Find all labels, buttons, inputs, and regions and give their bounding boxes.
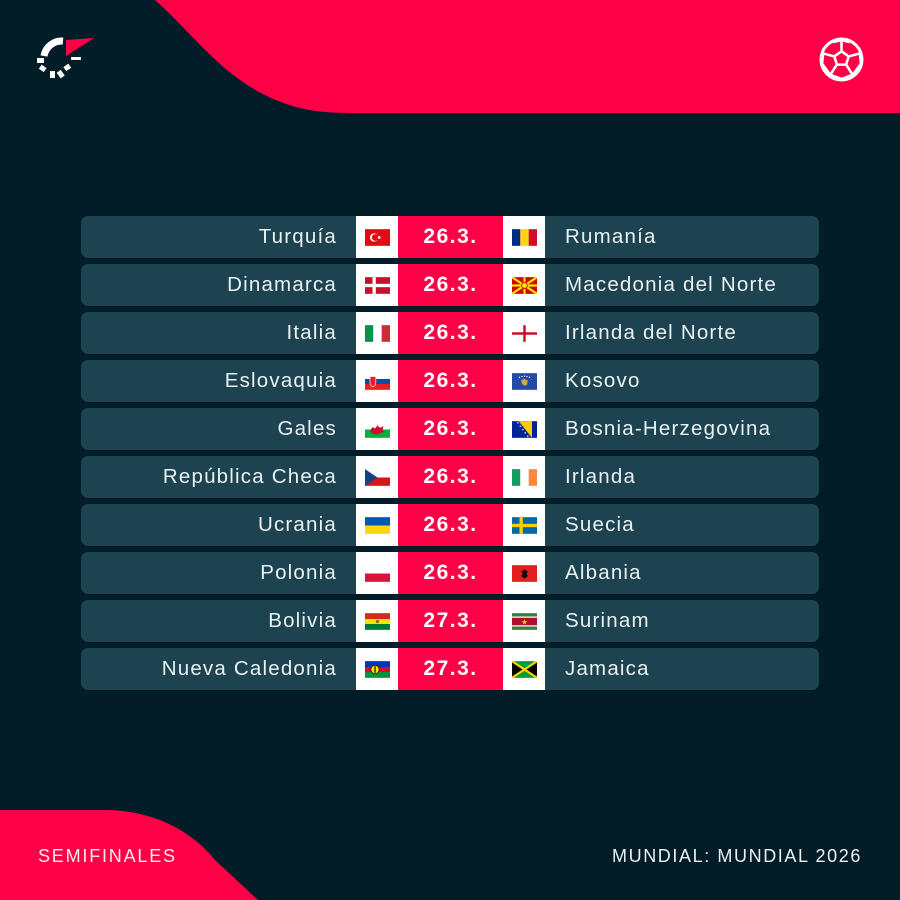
poland-flag-icon xyxy=(364,564,390,582)
turkey-flag-icon xyxy=(364,228,390,246)
match-date: 26.3. xyxy=(398,504,503,546)
match-date: 26.3. xyxy=(398,408,503,450)
away-team: Surinam xyxy=(545,600,819,642)
bosnia-flag-icon xyxy=(511,420,537,438)
match-row[interactable]: Ucrania 26.3. Suecia xyxy=(81,504,819,546)
match-row[interactable]: Eslovaquia 26.3. Kosovo xyxy=(81,360,819,402)
home-team: Bolivia xyxy=(81,600,356,642)
match-row[interactable]: Gales 26.3. Bosnia-Herzegovina xyxy=(81,408,819,450)
stage-label: SEMIFINALES xyxy=(38,846,177,866)
match-row[interactable]: Nueva Caledonia 27.3. Jamaica xyxy=(81,648,819,690)
home-team: Dinamarca xyxy=(81,264,356,306)
away-team: Jamaica xyxy=(545,648,819,690)
match-row[interactable]: República Checa 26.3. Irlanda xyxy=(81,456,819,498)
suriname-flag-icon xyxy=(511,612,537,630)
home-team: Nueva Caledonia xyxy=(81,648,356,690)
north-macedonia-flag-icon xyxy=(511,276,537,294)
kosovo-flag-icon xyxy=(511,372,537,390)
wales-flag-icon xyxy=(364,420,390,438)
away-team: Irlanda xyxy=(545,456,819,498)
albania-flag-icon xyxy=(511,564,537,582)
speedometer-logo-icon xyxy=(37,37,94,79)
northern-ireland-flag-icon xyxy=(511,324,537,342)
match-date: 26.3. xyxy=(398,264,503,306)
home-team: Ucrania xyxy=(81,504,356,546)
ireland-flag-icon xyxy=(511,468,537,486)
match-row[interactable]: Italia 26.3. Irlanda del Norte xyxy=(81,312,819,354)
home-team: Gales xyxy=(81,408,356,450)
match-row[interactable]: Dinamarca 26.3. Macedonia del Norte xyxy=(81,264,819,306)
fixtures-table: Turquía 26.3. Rumanía Dinamarca 26.3. Ma… xyxy=(81,216,819,696)
competition-label: MUNDIAL: MUNDIAL 2026 xyxy=(612,846,862,866)
jamaica-flag-icon xyxy=(511,660,537,678)
czech-flag-icon xyxy=(364,468,390,486)
match-row[interactable]: Bolivia 27.3. Surinam xyxy=(81,600,819,642)
away-team: Rumanía xyxy=(545,216,819,258)
denmark-flag-icon xyxy=(364,276,390,294)
italy-flag-icon xyxy=(364,324,390,342)
match-row[interactable]: Turquía 26.3. Rumanía xyxy=(81,216,819,258)
match-row[interactable]: Polonia 26.3. Albania xyxy=(81,552,819,594)
away-team: Bosnia-Herzegovina xyxy=(545,408,819,450)
away-team: Albania xyxy=(545,552,819,594)
away-team: Macedonia del Norte xyxy=(545,264,819,306)
match-date: 26.3. xyxy=(398,216,503,258)
new-caledonia-flag-icon xyxy=(364,660,390,678)
home-team: Turquía xyxy=(81,216,356,258)
away-team: Irlanda del Norte xyxy=(545,312,819,354)
slovakia-flag-icon xyxy=(364,372,390,390)
match-date: 26.3. xyxy=(398,456,503,498)
home-team: Eslovaquia xyxy=(81,360,356,402)
top-red-wave xyxy=(155,0,900,113)
away-team: Kosovo xyxy=(545,360,819,402)
away-team: Suecia xyxy=(545,504,819,546)
match-date: 27.3. xyxy=(398,600,503,642)
sweden-flag-icon xyxy=(511,516,537,534)
match-date: 26.3. xyxy=(398,312,503,354)
soccer-ball-icon xyxy=(819,37,864,82)
match-date: 26.3. xyxy=(398,552,503,594)
home-team: República Checa xyxy=(81,456,356,498)
bottom-red-wave xyxy=(0,810,258,900)
match-date: 27.3. xyxy=(398,648,503,690)
romania-flag-icon xyxy=(511,228,537,246)
match-date: 26.3. xyxy=(398,360,503,402)
ukraine-flag-icon xyxy=(364,516,390,534)
home-team: Polonia xyxy=(81,552,356,594)
home-team: Italia xyxy=(81,312,356,354)
bolivia-flag-icon xyxy=(364,612,390,630)
